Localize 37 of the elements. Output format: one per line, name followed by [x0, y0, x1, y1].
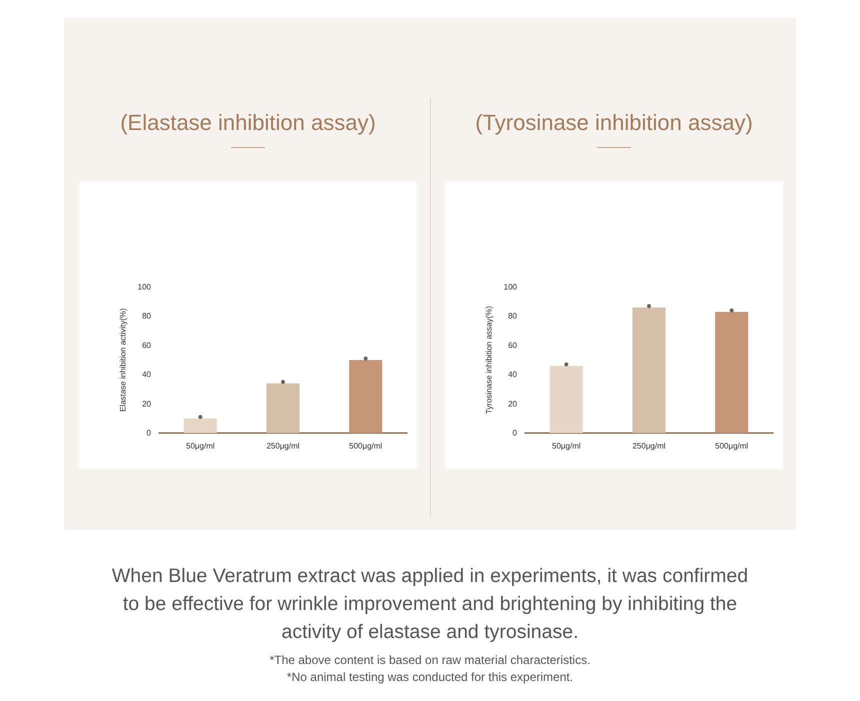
bar [632, 307, 666, 433]
bar [349, 360, 382, 433]
text: *The above content is based on raw material characteristics. [268, 652, 592, 669]
y-tick-label: 100 [504, 282, 518, 292]
y-tick-label: 60 [508, 340, 518, 350]
y-tick-label: 20 [508, 399, 518, 408]
y-tick-label: 0 [512, 428, 518, 438]
y-tick-label: 100 [138, 282, 152, 292]
bar [715, 312, 748, 433]
chart-title: (Elastase inhibition assay) [119, 110, 377, 136]
point [564, 362, 568, 366]
point [281, 380, 285, 384]
x-tick-label: 500μg/ml [715, 442, 748, 450]
bar [184, 418, 217, 433]
x-tick-label: 50μg/ml [552, 442, 581, 450]
point [364, 356, 368, 361]
bar [550, 366, 583, 433]
x-tick-label: 500μg/ml [349, 442, 382, 450]
y-axis-title: Tyrosinase inhibition assay(%) [484, 306, 494, 414]
x-tick-label: 250μg/ml [266, 442, 300, 450]
text: When Blue Veratrum extract was applied in experiments, it was confirmed to be effective for wrinkle improvement and brightening by inhibiting the activity of elastase and tyrosinase. [110, 564, 750, 645]
x-tick-label: 250μg/ml [632, 442, 666, 450]
chart-title: (Tyrosinase inhibition assay) [474, 110, 754, 136]
x-tick-label: 50μg/ml [186, 442, 215, 450]
y-tick-label: 40 [142, 370, 152, 380]
y-tick-label: 0 [146, 428, 152, 438]
point [647, 304, 651, 308]
bar [266, 383, 300, 433]
y-tick-label: 40 [508, 370, 518, 380]
text: *No animal testing was conducted for this experiment. [286, 669, 574, 686]
point [198, 414, 202, 419]
y-axis-title: Elastase inhibition activity(%) [118, 308, 128, 412]
y-tick-label: 20 [142, 399, 152, 408]
y-tick-label: 80 [508, 312, 518, 321]
y-tick-label: 60 [142, 340, 152, 350]
y-tick-label: 80 [142, 312, 152, 321]
point [730, 308, 734, 312]
